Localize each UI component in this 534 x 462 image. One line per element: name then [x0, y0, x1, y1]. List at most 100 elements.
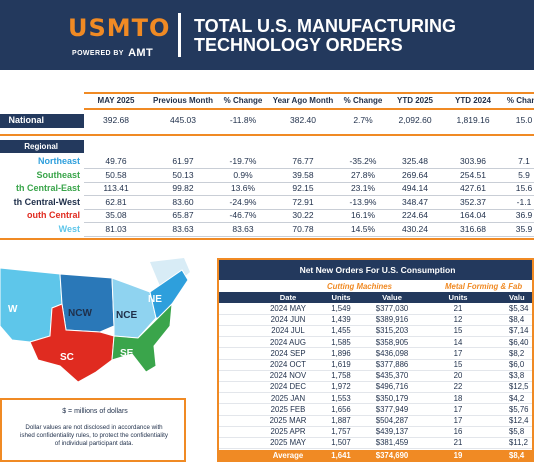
- table-row: 2025 JAN 1,553 $350,179 18 $4,2: [219, 393, 532, 405]
- row-cut-units: 1,656: [331, 404, 351, 414]
- row-form-units: 12: [453, 315, 463, 325]
- row-date: 2024 MAY: [270, 304, 306, 313]
- region-value: 494.14: [402, 183, 428, 193]
- region-value: -46.7%: [229, 210, 257, 220]
- region-value: 303.96: [460, 156, 486, 166]
- region-value: 16.1%: [350, 210, 376, 220]
- row-cut-value: $377,949: [375, 404, 409, 414]
- region-value: 61.97: [172, 156, 194, 166]
- row-form-units: 17: [453, 416, 463, 425]
- row-cut-units: 1,439: [331, 315, 351, 325]
- group-cutting-machines: Cutting Machines: [327, 282, 392, 291]
- table-row: 2024 MAY 1,549 $377,030 21 $5,34: [219, 304, 532, 315]
- region-value: 430.24: [402, 223, 428, 234]
- region-label: West: [58, 223, 80, 234]
- row-cut-value: $435,370: [375, 371, 409, 381]
- region-value: 27.8%: [350, 169, 376, 180]
- net-new-orders-table: Net New Orders For U.S. Consumption Cutt…: [217, 258, 534, 462]
- region-value: 70.78: [292, 223, 314, 234]
- region-value: 30.22: [292, 210, 314, 220]
- table-row: 2025 MAY 1,507 $381,459 21 $11,2: [219, 438, 532, 450]
- us-regions-map: W NCW NCE NE SC SE: [0, 256, 196, 388]
- region-value: -13.9%: [349, 196, 377, 207]
- row-cut-units: 1,972: [331, 382, 351, 392]
- table-row: 2024 AUG 1,585 $358,905 14 $6,40: [219, 337, 532, 349]
- row-cut-units: 1,585: [331, 337, 351, 347]
- map-label-nce: NCE: [116, 310, 137, 321]
- average-cut-units: 1,641: [331, 451, 351, 460]
- region-value: 81.03: [105, 223, 127, 234]
- national-value: 382.40: [290, 115, 316, 125]
- page-title: TOTAL U.S. MANUFACTURING TECHNOLOGY ORDE…: [194, 17, 524, 55]
- region-value: 72.91: [292, 196, 314, 207]
- row-cut-value: $436,098: [375, 348, 409, 358]
- region-value: 83.63: [172, 223, 194, 234]
- region-value: 35.08: [105, 210, 127, 220]
- map-label-w: W: [8, 304, 18, 315]
- region-value: -1.1: [516, 196, 532, 207]
- row-divider: [84, 168, 534, 169]
- row-form-units: 14: [453, 337, 463, 347]
- table-bottom-rule: [0, 238, 534, 240]
- table-row: 2025 MAR 1,887 $504,287 17 $12,4: [219, 416, 532, 427]
- row-cut-value: $496,716: [375, 382, 409, 392]
- col-form-units: Units: [448, 293, 468, 302]
- row-form-units: 17: [453, 404, 463, 414]
- row-form-value: $5,76: [509, 404, 529, 414]
- column-header: YTD 2024: [454, 96, 492, 105]
- region-value: 7.1: [518, 156, 530, 166]
- row-cut-units: 1,549: [331, 304, 351, 313]
- row-date: 2025 JAN: [270, 393, 306, 403]
- row-form-value: $3,8: [509, 371, 525, 381]
- col-form-value: Valu: [509, 293, 525, 302]
- row-date: 2024 JUN: [270, 315, 306, 325]
- row-cut-value: $377,030: [375, 304, 409, 313]
- column-header: YTD 2025: [396, 96, 434, 105]
- average-label: Average: [272, 451, 304, 460]
- region-value: 83.63: [232, 223, 254, 234]
- row-cut-units: 1,896: [331, 348, 351, 358]
- row-cut-units: 1,757: [331, 427, 351, 437]
- column-header: % Chang: [506, 96, 534, 105]
- note-line-3: of individual participant data.: [54, 440, 134, 447]
- table-row: 2024 NOV 1,758 $435,370 20 $3,8: [219, 371, 532, 383]
- region-value: 36.9: [515, 210, 533, 220]
- row-date: 2025 FEB: [270, 404, 306, 414]
- region-value: -24.9%: [229, 196, 257, 207]
- table-row: 2024 JUL 1,455 $315,203 15 $7,14: [219, 326, 532, 338]
- column-header: Previous Month: [152, 96, 213, 105]
- region-southeast: [111, 302, 173, 373]
- col-date: Date: [279, 293, 297, 302]
- row-form-value: $6,40: [509, 337, 529, 347]
- region-value: 15.6: [515, 183, 533, 193]
- row-form-value: $6,0: [509, 360, 525, 369]
- row-form-value: $11,2: [509, 438, 528, 448]
- average-form-units: 19: [453, 451, 463, 460]
- row-form-value: $5,8: [509, 427, 525, 437]
- row-divider: [84, 181, 534, 183]
- column-header: MAY 2025: [97, 96, 135, 105]
- row-form-value: $4,2: [509, 393, 525, 403]
- row-form-value: $12,5: [509, 382, 529, 392]
- map-label-ncw: NCW: [68, 308, 92, 319]
- row-date: 2025 MAR: [269, 416, 307, 425]
- table-row: 2025 FEB 1,656 $377,949 17 $5,76: [219, 404, 532, 416]
- col-cut-units: Units: [331, 293, 351, 302]
- table-row: 2024 SEP 1,896 $436,098 17 $8,2: [219, 348, 532, 360]
- table-row: 2024 JUN 1,439 $389,916 12 $8,4: [219, 315, 532, 327]
- row-cut-value: $358,905: [375, 337, 409, 347]
- average-form-value: $8,4: [509, 451, 525, 460]
- region-label: Northeast: [37, 156, 80, 166]
- us-map-svg: W NCW NCE NE SC SE: [0, 258, 190, 383]
- header-banner: USMTO POWERED BY AMT TOTAL U.S. MANUFACT…: [0, 0, 534, 70]
- row-cut-units: 1,619: [331, 360, 351, 369]
- map-label-ne: NE: [148, 294, 162, 305]
- row-form-units: 17: [453, 348, 463, 358]
- national-value: 392.68: [103, 115, 129, 125]
- row-date: 2024 JUL: [271, 326, 305, 336]
- region-value: 49.76: [105, 156, 127, 166]
- region-value: 427.61: [460, 183, 486, 193]
- table-row: 2025 APR 1,757 $439,137 16 $5,8: [219, 427, 532, 439]
- row-form-value: $7,14: [509, 326, 529, 336]
- average-row: Average 1,641 $374,690 19 $8,4: [219, 450, 532, 460]
